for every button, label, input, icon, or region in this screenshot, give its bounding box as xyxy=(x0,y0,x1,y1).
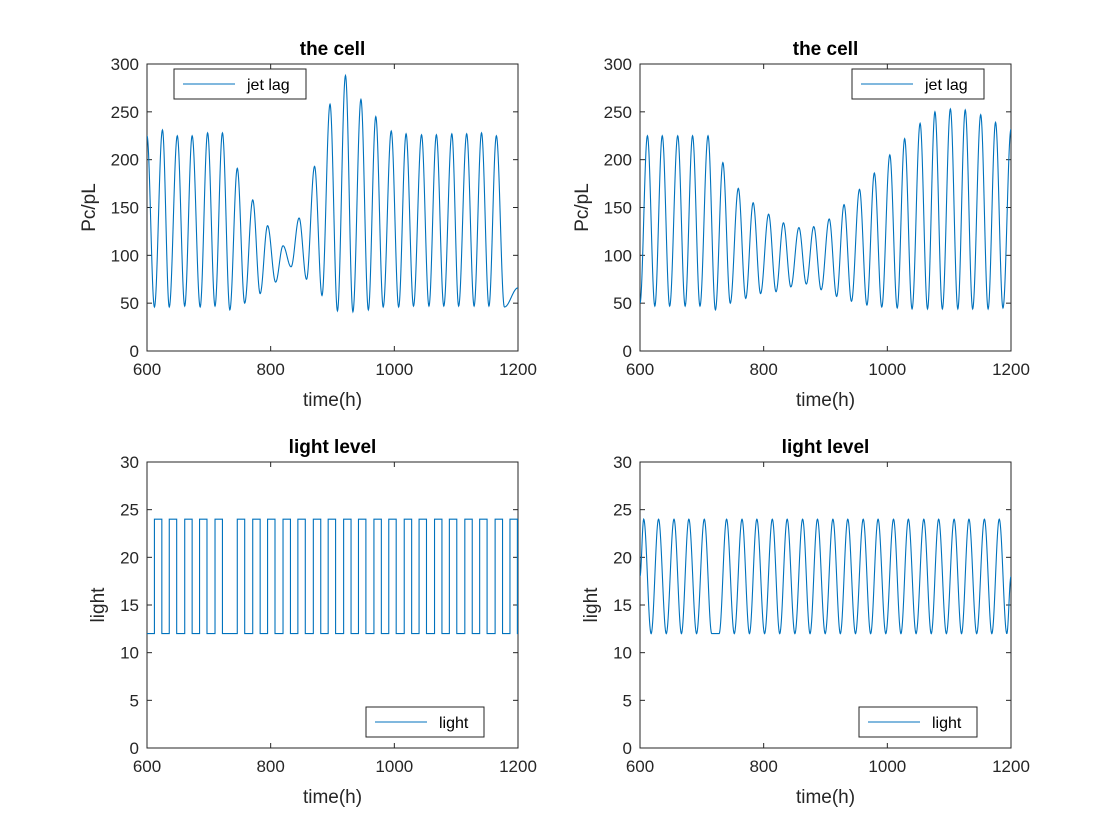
subplot-3: 600 800 1000 1200 0 5 10 15 20 25 30 light level tim… xyxy=(88,437,537,808)
legend: jet lag xyxy=(851,68,985,100)
x-tick-label: 800 xyxy=(256,360,284,379)
y-tick-label: 30 xyxy=(120,453,139,472)
legend: light xyxy=(365,706,485,738)
y-tick-label: 5 xyxy=(623,691,632,710)
plot-area xyxy=(146,461,519,749)
x-axis-label: time(h) xyxy=(796,787,855,808)
y-tick-label: 0 xyxy=(130,342,139,361)
subplot-1: 600 800 1000 1200 0 50 100 150 200 250 300 the cell… xyxy=(79,39,537,411)
x-tick-label: 1200 xyxy=(499,757,537,776)
legend: jet lag xyxy=(173,68,307,100)
chart-title: the cell xyxy=(793,39,858,60)
y-axis-label: light xyxy=(88,587,109,623)
x-tick-label: 1200 xyxy=(992,757,1030,776)
y-tick-label: 0 xyxy=(623,739,632,758)
series-line-light xyxy=(640,517,1011,635)
y-tick-label: 150 xyxy=(604,199,632,218)
legend-entry: jet lag xyxy=(924,77,968,94)
legend-entry: light xyxy=(932,715,962,732)
y-axis-label: Pc/pL xyxy=(79,183,100,232)
subplot-4: 600 800 1000 1200 0 5 10 15 20 25 30 light level tim… xyxy=(581,437,1030,808)
x-tick-label: 1000 xyxy=(868,757,906,776)
x-tick-label: 800 xyxy=(749,360,777,379)
y-tick-label: 200 xyxy=(111,151,139,170)
y-tick-label: 300 xyxy=(111,55,139,74)
x-axis-label: time(h) xyxy=(796,390,855,411)
chart-title: the cell xyxy=(300,39,365,60)
chart-title: light level xyxy=(782,437,870,458)
y-tick-label: 250 xyxy=(111,103,139,122)
subplot-2: 600 800 1000 1200 0 50 100 150 200 250 300 the cell… xyxy=(572,39,1030,411)
y-tick-label: 10 xyxy=(613,644,632,663)
x-tick-label: 600 xyxy=(133,757,161,776)
y-tick-label: 15 xyxy=(613,596,632,615)
plot-area xyxy=(639,461,1012,749)
y-tick-label: 15 xyxy=(120,596,139,615)
y-tick-label: 150 xyxy=(111,199,139,218)
plot-area xyxy=(639,63,1012,352)
y-tick-label: 25 xyxy=(120,501,139,520)
x-tick-label: 1000 xyxy=(868,360,906,379)
y-tick-label: 200 xyxy=(604,151,632,170)
legend-entry: light xyxy=(439,715,469,732)
y-tick-label: 250 xyxy=(604,103,632,122)
y-tick-label: 100 xyxy=(604,246,632,265)
series-line-jet-lag xyxy=(147,73,518,314)
x-tick-label: 1200 xyxy=(499,360,537,379)
x-tick-label: 1200 xyxy=(992,360,1030,379)
y-tick-label: 300 xyxy=(604,55,632,74)
x-axis-label: time(h) xyxy=(303,390,362,411)
y-tick-label: 100 xyxy=(111,246,139,265)
x-tick-label: 600 xyxy=(626,757,654,776)
y-tick-label: 20 xyxy=(613,548,632,567)
x-tick-label: 600 xyxy=(626,360,654,379)
x-axis-label: time(h) xyxy=(303,787,362,808)
y-tick-label: 30 xyxy=(613,453,632,472)
x-tick-label: 1000 xyxy=(375,360,413,379)
series-line-jet-lag xyxy=(640,107,1011,312)
chart-title: light level xyxy=(289,437,377,458)
y-tick-label: 20 xyxy=(120,548,139,567)
x-tick-label: 800 xyxy=(256,757,284,776)
legend-entry: jet lag xyxy=(246,77,290,94)
y-tick-label: 50 xyxy=(613,294,632,313)
x-tick-label: 800 xyxy=(749,757,777,776)
y-axis-label: Pc/pL xyxy=(572,183,593,232)
y-tick-label: 10 xyxy=(120,644,139,663)
y-tick-label: 0 xyxy=(623,342,632,361)
x-tick-label: 600 xyxy=(133,360,161,379)
y-tick-label: 25 xyxy=(613,501,632,520)
x-tick-label: 1000 xyxy=(375,757,413,776)
y-axis-label: light xyxy=(581,587,602,623)
y-tick-label: 50 xyxy=(120,294,139,313)
legend: light xyxy=(858,706,978,738)
series-line-light xyxy=(147,518,518,635)
plot-area xyxy=(146,63,519,352)
y-tick-label: 0 xyxy=(130,739,139,758)
y-tick-label: 5 xyxy=(130,691,139,710)
